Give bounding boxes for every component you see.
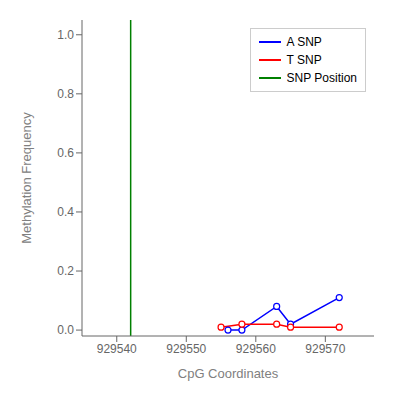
- svg-text:929560: 929560: [236, 342, 276, 356]
- html-text:T SNP: T SNP: [286, 53, 322, 67]
- svg-text:Methylation Frequency: Methylation Frequency: [19, 112, 34, 244]
- html-text:A SNP: A SNP: [286, 35, 322, 49]
- svg-text:0.2: 0.2: [57, 264, 74, 278]
- svg-text:0.6: 0.6: [57, 146, 74, 160]
- svg-text:0.4: 0.4: [57, 205, 74, 219]
- svg-text:0.0: 0.0: [57, 323, 74, 337]
- html-text:SNP Position: SNP Position: [286, 71, 357, 85]
- svg-text:929550: 929550: [166, 342, 206, 356]
- svg-text:929570: 929570: [305, 342, 345, 356]
- svg-text:0.8: 0.8: [57, 87, 74, 101]
- svg-text:CpG Coordinates: CpG Coordinates: [178, 366, 279, 381]
- svg-text:929540: 929540: [97, 342, 137, 356]
- svg-text:1.0: 1.0: [57, 28, 74, 42]
